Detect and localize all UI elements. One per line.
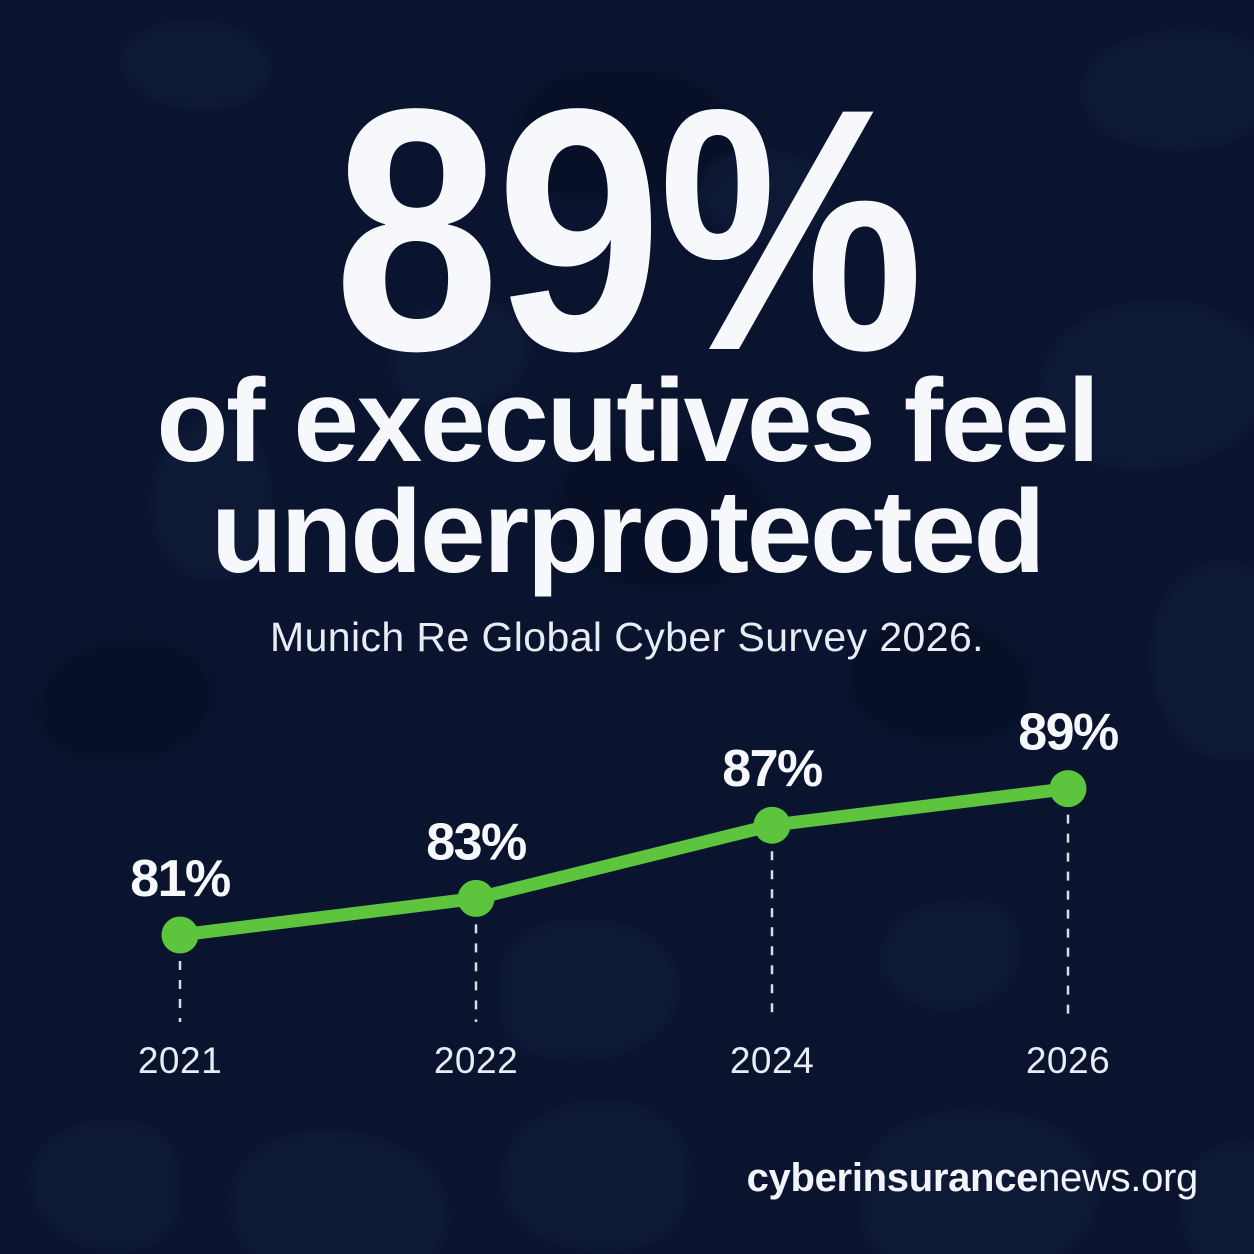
chart-data-point: [1049, 770, 1087, 808]
chart-point-label: 81%: [130, 850, 230, 908]
background-blob: [40, 640, 210, 760]
headline-description-line2: underprotected: [210, 466, 1046, 598]
background-blob: [230, 1130, 450, 1254]
chart-year-label: 2021: [138, 1040, 222, 1081]
background-blob: [30, 1120, 180, 1250]
background-blob: [500, 1100, 690, 1250]
chart-year-label: 2022: [434, 1040, 518, 1081]
background-blob: [700, 150, 830, 240]
footer-brand-domain: news.org: [1038, 1156, 1198, 1200]
chart-point-label: 83%: [426, 813, 526, 871]
background-blob: [1040, 300, 1254, 470]
headline-description-line1: of executives feel: [156, 355, 1100, 487]
chart-year-label: 2026: [1026, 1040, 1110, 1081]
trend-line-chart: 81% 2021 83% 2022 87% 2024 89% 2026: [130, 704, 1119, 1081]
background-blob: [860, 1110, 1100, 1254]
background-blob: [1080, 30, 1254, 150]
background-blob: [500, 920, 680, 1060]
headline-stat: 89%: [333, 38, 924, 423]
background-blob: [150, 420, 270, 580]
chart-data-point: [753, 806, 791, 844]
chart-point-label: 89%: [1018, 704, 1118, 762]
chart-data-point: [161, 916, 199, 954]
chart-trend-line: [173, 782, 1075, 942]
headline-description: of executives feel underprotected: [0, 355, 1254, 598]
chart-data-point: [457, 879, 495, 917]
background-blob: [880, 900, 1020, 1010]
footer-brand-name: cyberinsurance: [746, 1156, 1039, 1200]
background-blob: [850, 620, 1030, 740]
chart-year-label: 2024: [730, 1040, 814, 1081]
background-blob: [560, 440, 770, 590]
background-blob: [120, 20, 270, 110]
source-attribution: Munich Re Global Cyber Survey 2026.: [270, 614, 984, 660]
footer-brand: cyberinsurancenews.org: [746, 1156, 1199, 1200]
chart-point-label: 87%: [722, 740, 822, 798]
